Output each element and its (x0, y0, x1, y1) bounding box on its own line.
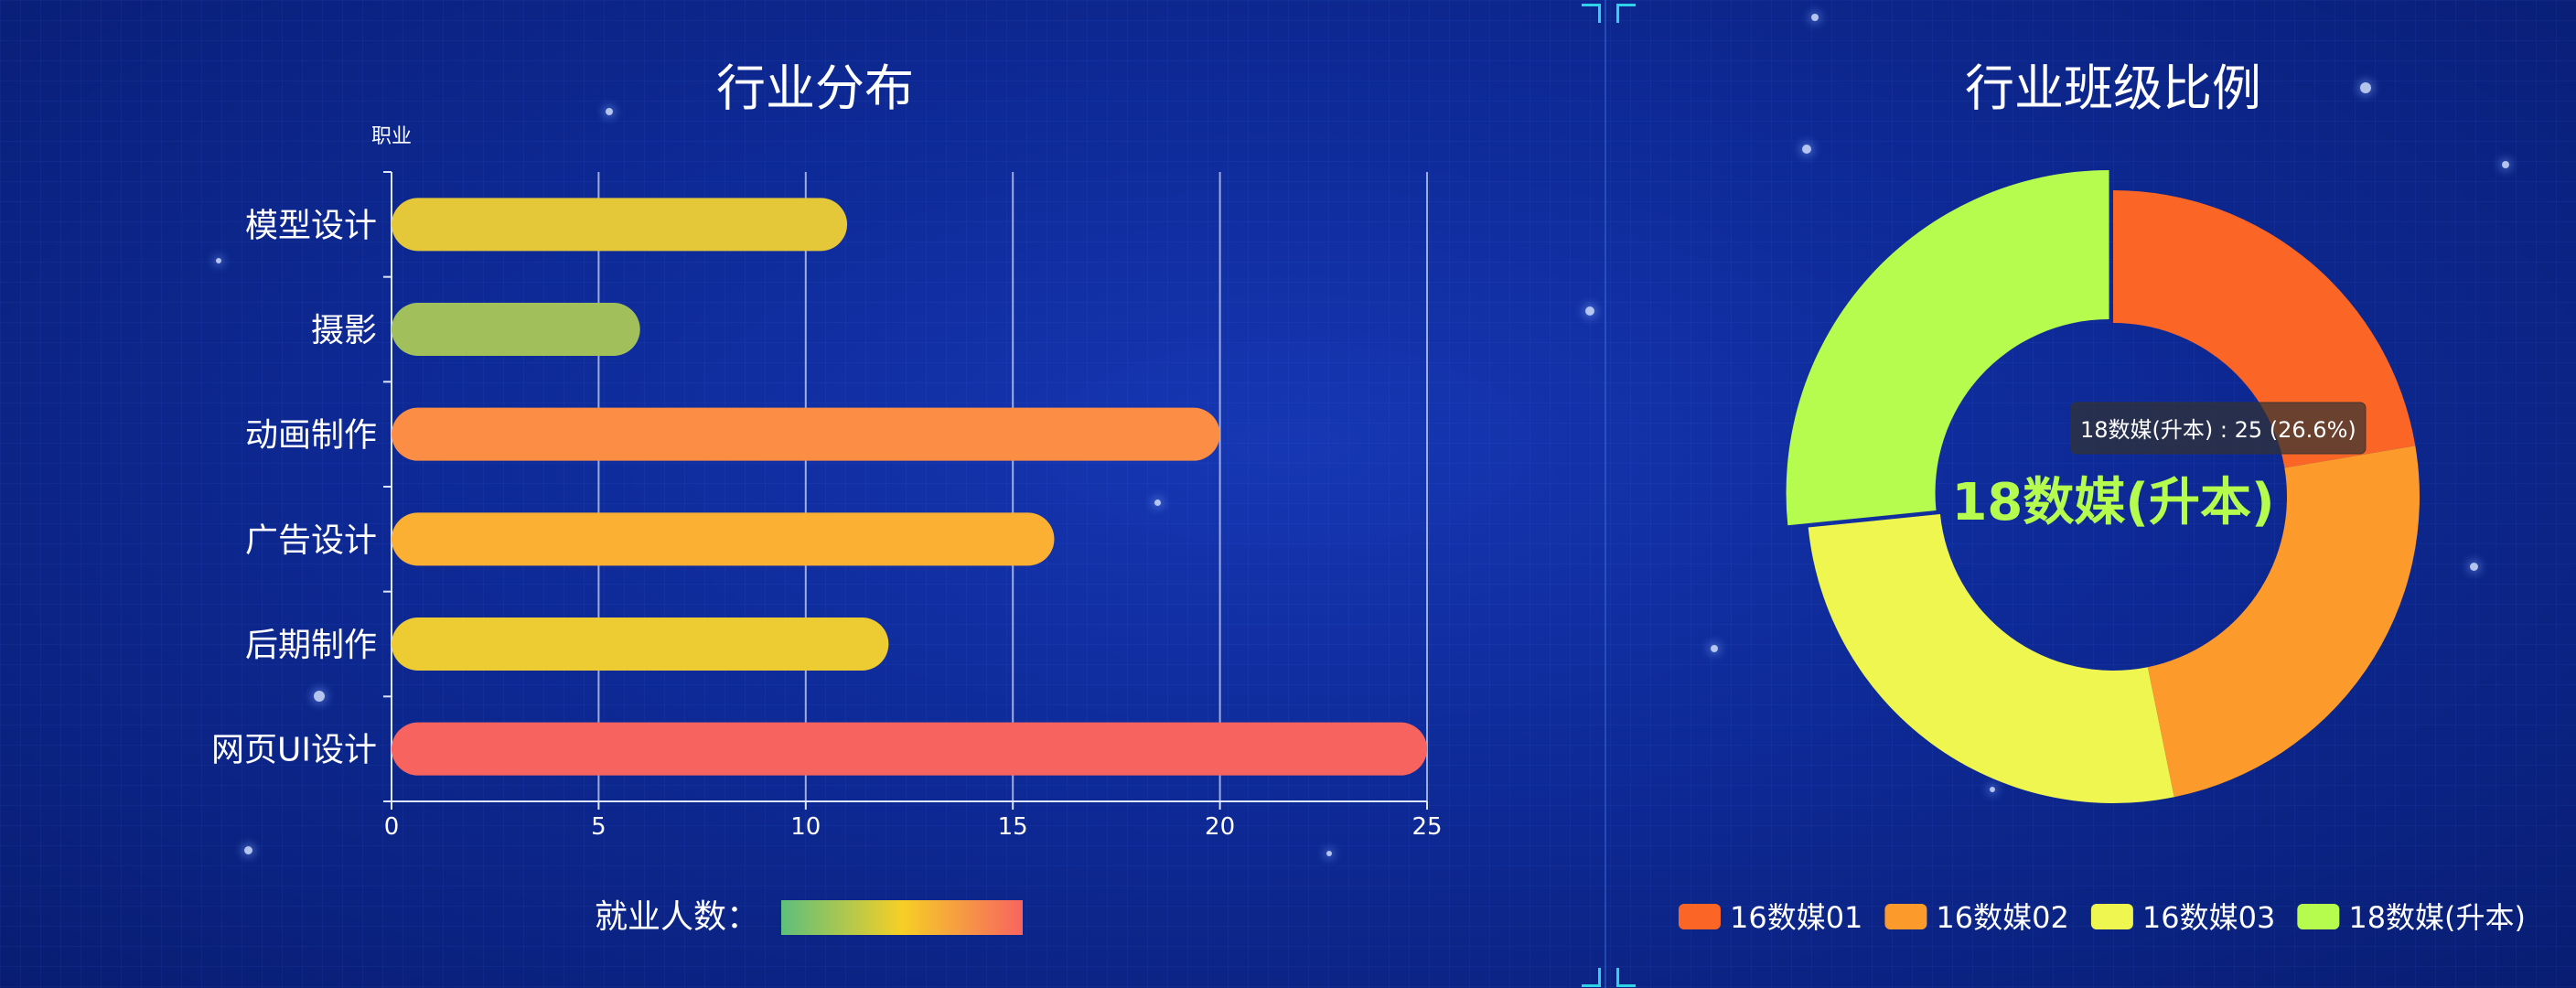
background-star (1154, 499, 1161, 506)
x-tick-label: 10 (790, 813, 821, 841)
background-star (2470, 563, 2478, 571)
legend-label[interactable]: 16数媒02 (1936, 900, 2068, 935)
legend-swatch[interactable] (2090, 904, 2133, 929)
category-label: 网页UI设计 (211, 732, 377, 769)
donut-slices (1786, 169, 2420, 803)
category-label: 动画制作 (245, 417, 377, 455)
background-star (1326, 851, 1332, 856)
x-tick-label: 15 (998, 813, 1028, 841)
donut-legend: 16数媒01 16数媒02 16数媒03 18数媒(升本) (1678, 900, 2526, 935)
legend-swatch[interactable] (1884, 904, 1927, 929)
legend-swatch[interactable] (2297, 904, 2340, 929)
bar-gridlines (597, 172, 1428, 801)
background-star (606, 108, 613, 115)
x-tick-label: 25 (1411, 813, 1442, 841)
y-axis-name: 职业 (371, 125, 412, 148)
bar-4[interactable] (392, 512, 1055, 566)
bar-5[interactable] (392, 618, 889, 671)
x-tick-label: 0 (384, 813, 400, 841)
legend-label[interactable]: 16数媒03 (2142, 900, 2275, 935)
background-star (1585, 306, 1594, 316)
background-star (1990, 787, 1995, 792)
bar-marks (392, 198, 1427, 776)
legend-swatch[interactable] (1678, 904, 1721, 929)
background-star (1711, 645, 1718, 652)
category-label: 后期制作 (245, 627, 377, 664)
category-label: 广告设计 (245, 521, 377, 559)
bar-3[interactable] (392, 407, 1220, 461)
background-star (216, 258, 221, 263)
donut-center-label: 18数媒(升本) (1951, 473, 2274, 532)
category-label: 模型设计 (245, 207, 377, 244)
corner-frame (1616, 4, 1636, 23)
background-star (314, 691, 325, 702)
legend-label[interactable]: 18数媒(升本) (2348, 900, 2526, 935)
panel-divider (1605, 0, 1606, 988)
corner-frame (1616, 968, 1636, 987)
tooltip: 18数媒(升本) : 25 (26.6%) (2070, 402, 2367, 455)
tooltip-box (2070, 402, 2367, 455)
bar-axes (383, 171, 1428, 810)
bar-1[interactable] (392, 198, 848, 252)
background-star (244, 846, 252, 854)
corner-frame (1582, 968, 1601, 987)
visual-map-label: 就业人数： (595, 898, 759, 936)
visual-map-gradient-bar[interactable] (781, 900, 1023, 935)
bar-chart-title: 行业分布 (716, 59, 914, 117)
bar-2[interactable] (392, 303, 640, 356)
donut-slice[interactable] (2113, 190, 2416, 468)
background-star (1811, 14, 1819, 21)
background-star (1802, 145, 1811, 154)
tooltip-text: 18数媒(升本) : 25 (26.6%) (2080, 417, 2356, 443)
legend-label[interactable]: 16数媒01 (1730, 900, 1862, 935)
x-tick-label: 20 (1205, 813, 1235, 841)
donut-slice[interactable] (1786, 169, 2109, 526)
background-star (2502, 161, 2509, 168)
x-tick-label: 5 (591, 813, 606, 841)
x-tick-labels: 0 5 10 15 20 25 (384, 813, 1443, 841)
visual-map: 就业人数： (595, 898, 1023, 936)
category-label: 摄影 (311, 312, 377, 349)
bar-6[interactable] (392, 722, 1427, 776)
corner-frame (1582, 4, 1601, 23)
donut-chart: 行业班级比例 18数媒(升本) 18数媒(升本) : 25 (26.6%) 16… (1678, 59, 2526, 935)
donut-slice[interactable] (1808, 514, 2174, 803)
donut-slice[interactable] (2147, 446, 2420, 798)
donut-chart-title: 行业班级比例 (1965, 59, 2261, 117)
background-star (2360, 82, 2371, 93)
